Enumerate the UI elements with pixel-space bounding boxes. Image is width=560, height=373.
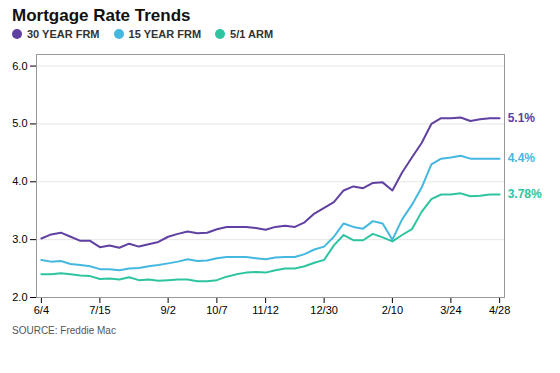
svg-text:6/4: 6/4 xyxy=(34,304,49,316)
svg-text:7/15: 7/15 xyxy=(89,304,110,316)
svg-text:9/2: 9/2 xyxy=(160,304,175,316)
svg-text:4.4%: 4.4% xyxy=(508,151,536,165)
svg-text:3/24: 3/24 xyxy=(440,304,461,316)
html-text:Mortgage Rate Trends: Mortgage Rate Trends xyxy=(12,6,191,25)
svg-text:4/28: 4/28 xyxy=(489,304,510,316)
svg-text:2.0: 2.0 xyxy=(12,291,27,303)
svg-text:3.0: 3.0 xyxy=(12,233,27,245)
svg-text:5.0: 5.0 xyxy=(12,117,27,129)
svg-text:3.78%: 3.78% xyxy=(508,187,542,201)
svg-text:11/12: 11/12 xyxy=(252,304,279,316)
svg-text:10/7: 10/7 xyxy=(206,304,227,316)
svg-text:12/30: 12/30 xyxy=(310,304,338,316)
html-text:SOURCE: Freddie Mac: SOURCE: Freddie Mac xyxy=(12,325,116,336)
html-text:5/1 ARM: 5/1 ARM xyxy=(230,28,274,40)
html-text:15 YEAR FRM: 15 YEAR FRM xyxy=(128,28,202,40)
svg-text:2/10: 2/10 xyxy=(382,304,403,316)
svg-text:4.0: 4.0 xyxy=(12,175,27,187)
html-text:30 YEAR FRM: 30 YEAR FRM xyxy=(27,28,100,40)
svg-text:6.0: 6.0 xyxy=(12,60,27,72)
svg-text:5.1%: 5.1% xyxy=(508,111,536,125)
